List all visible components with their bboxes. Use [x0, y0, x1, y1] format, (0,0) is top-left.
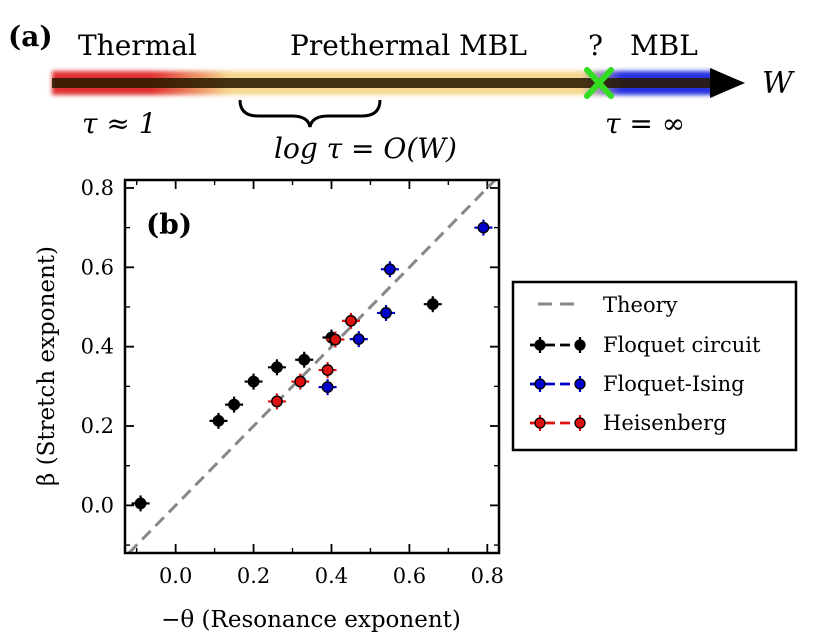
panel-a-label: (a)	[8, 20, 53, 53]
y-tick-label: 0.4	[81, 335, 114, 359]
y-tick-label: 0.6	[81, 255, 114, 279]
data-point	[271, 395, 283, 408]
series-floquet-ising	[318, 219, 493, 396]
series-floquet-circuit	[131, 296, 442, 512]
legend-swatch-marker	[574, 417, 586, 429]
tau-thermal-label: τ ≈ 1	[82, 107, 157, 140]
y-axis-label: β (Stretch exponent)	[34, 246, 60, 486]
theory-line	[127, 178, 497, 555]
x-tick-label: 0.4	[315, 564, 348, 588]
y-tick-label: 0.2	[81, 414, 114, 438]
data-point	[380, 307, 392, 319]
data-point	[426, 298, 439, 311]
legend-series-label: Heisenberg	[603, 411, 727, 435]
data-point	[134, 497, 147, 510]
brace-icon	[238, 99, 382, 128]
x-tick-label: 0.2	[237, 564, 270, 588]
x-tick-label: 0.6	[393, 564, 426, 588]
x-tick-label: 0.0	[159, 564, 192, 588]
theory-line-group	[127, 178, 497, 555]
y-tick-label: 0.0	[81, 493, 114, 517]
legend-swatch-marker	[574, 339, 586, 351]
legend-swatch-marker	[534, 417, 546, 429]
data-point	[352, 333, 365, 346]
phase-arrow-head	[710, 68, 745, 98]
plot-ticks	[125, 180, 499, 553]
region-prethermal-label: Prethermal MBL	[290, 29, 527, 62]
panel-b-label: (b)	[146, 208, 192, 241]
transition-marker-icon	[584, 67, 614, 99]
data-point	[294, 375, 307, 388]
data-point	[271, 361, 283, 374]
brace-label: log τ = O(W)	[274, 132, 457, 165]
data-points-group	[131, 219, 493, 512]
phase-arrow-core	[52, 78, 714, 88]
region-question-label: ?	[588, 29, 603, 62]
legend-swatch-marker	[534, 378, 546, 390]
data-point	[345, 314, 357, 327]
legend-swatch-marker	[534, 339, 546, 351]
data-point	[384, 263, 396, 276]
data-point	[228, 398, 240, 411]
x-tick-label: 0.8	[471, 564, 504, 588]
data-point	[212, 414, 225, 427]
region-mbl-label: MBL	[630, 29, 698, 62]
data-point	[247, 375, 260, 388]
legend-series-label: Floquet circuit	[603, 333, 761, 357]
legend-series-label: Floquet-Ising	[603, 372, 745, 396]
series-heisenberg	[267, 312, 360, 410]
panel-b: 0.0 0.2 0.4 0.6 0.8 0.0 0.2 0.4 0.6 0.8 (b) −θ (R…	[34, 176, 798, 633]
y-tick-label: 0.8	[81, 176, 114, 200]
data-point	[321, 364, 334, 376]
panel-a: (a) Thermal Prethermal MBL ? MBL W τ ≈ 1…	[8, 20, 795, 165]
data-point	[329, 333, 342, 346]
legend: Theory Floquet circuit Floquet-Ising Heisen…	[511, 280, 798, 452]
legend-theory-label: Theory	[603, 293, 678, 317]
legend-swatch-marker	[574, 378, 586, 390]
x-axis-label: −θ (Resonance exponent)	[161, 607, 461, 633]
plot-frame	[123, 178, 501, 555]
region-thermal-label: Thermal	[78, 29, 197, 62]
tick-labels: 0.0 0.2 0.4 0.6 0.8 0.0 0.2 0.4 0.6 0.8	[81, 176, 504, 588]
axis-variable-label: W	[762, 66, 795, 101]
legend-box	[511, 280, 798, 452]
data-point	[321, 381, 334, 394]
tau-mbl-label: τ = ∞	[605, 107, 685, 140]
data-point	[477, 221, 490, 234]
data-point	[298, 353, 311, 366]
